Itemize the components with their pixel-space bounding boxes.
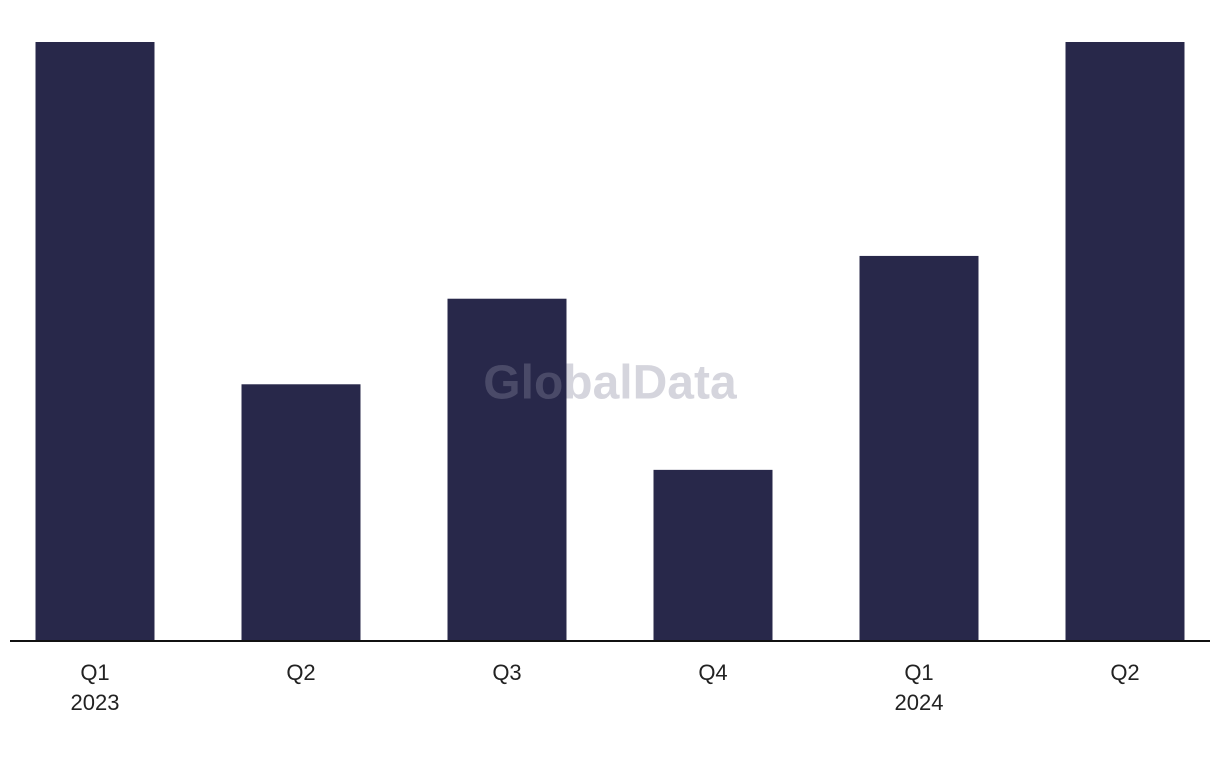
x-tick-label: Q1 [904,660,933,685]
watermark: GlobalData [483,357,737,410]
bar [447,298,567,641]
x-group-label: 2023 [71,690,120,715]
x-tick-label: Q2 [286,660,315,685]
bar [859,255,979,641]
bar [653,469,773,641]
bar [35,42,155,641]
x-tick-label: Q1 [80,660,109,685]
x-tick-label: Q3 [492,660,521,685]
x-tick-label: Q4 [698,660,727,685]
x-tick-label: Q2 [1110,660,1139,685]
bar [241,384,361,641]
x-group-label: 2024 [895,690,944,715]
bar [1065,42,1185,641]
